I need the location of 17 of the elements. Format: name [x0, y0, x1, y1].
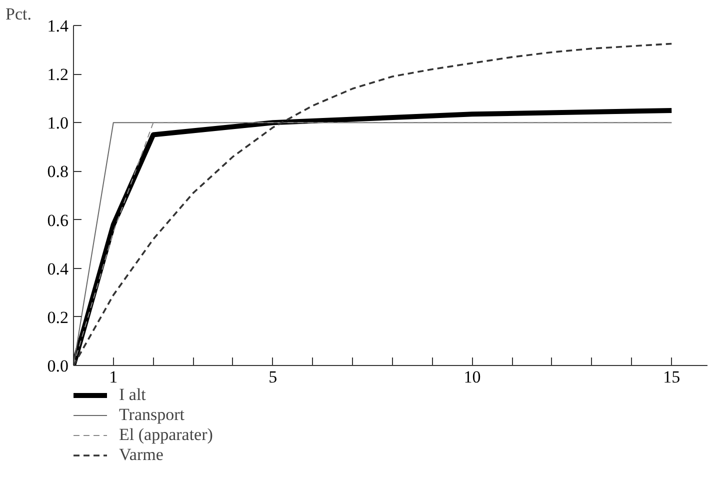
y-tick-label: 0.4	[47, 259, 69, 278]
x-tick-label: 10	[464, 368, 481, 386]
y-tick-label: 0.8	[47, 162, 68, 182]
x-tick-label: 5	[268, 368, 278, 386]
y-axis-title: Pct.	[6, 4, 32, 24]
y-tick-label: 0.2	[47, 308, 68, 327]
legend-label: El (apparater)	[119, 425, 213, 445]
y-tick-label: 0.0	[47, 356, 68, 376]
y-tick-label: 1.4	[47, 16, 69, 36]
legend-label: Varme	[119, 445, 164, 465]
x-tick-label: 1	[109, 368, 118, 386]
legend-label: Transport	[119, 405, 184, 425]
y-tick-label: 1.2	[47, 65, 68, 84]
x-tick-label: 15	[663, 368, 680, 386]
y-tick-label: 1.0	[47, 114, 68, 133]
y-tick-label: 0.6	[47, 210, 68, 230]
legend-label: I alt	[119, 385, 146, 405]
